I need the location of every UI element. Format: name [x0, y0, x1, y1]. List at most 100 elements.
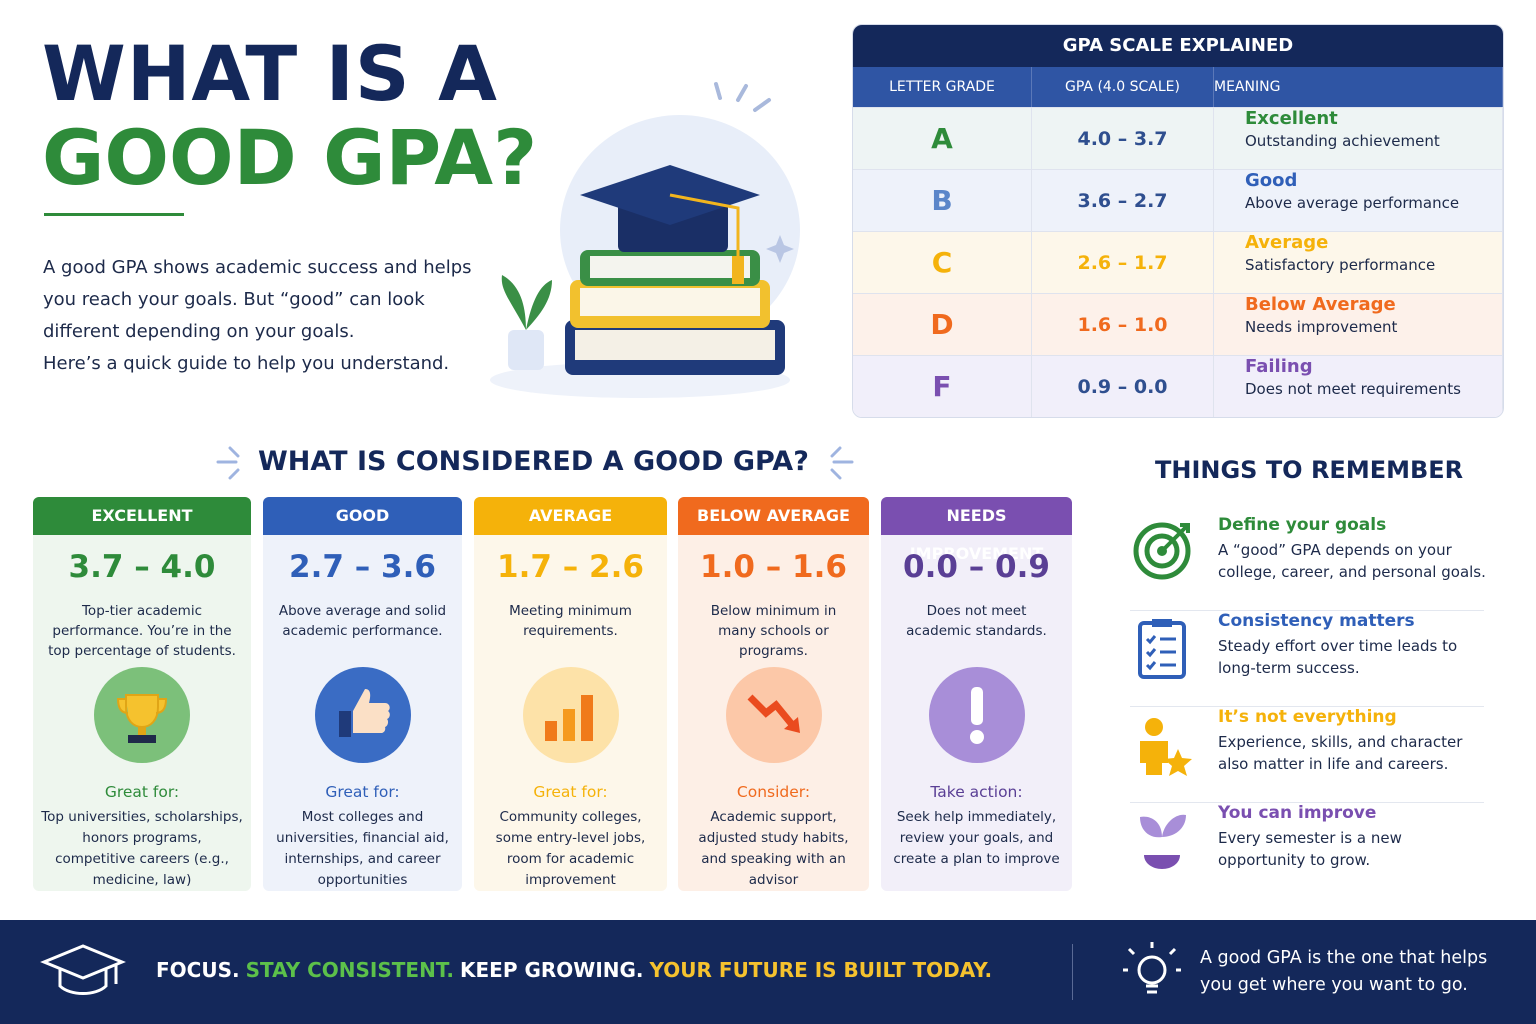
- card-details: Most colleges and universities, financia…: [276, 809, 449, 888]
- card-range: 1.0 – 1.6: [700, 549, 847, 585]
- remember-text: Steady effort over time leads to long-te…: [1218, 637, 1458, 677]
- card-description: Top-tier academic performance. You’re in…: [48, 603, 236, 659]
- card-label: GOOD: [263, 497, 462, 535]
- intro-line: Here’s a quick guide to help you underst…: [43, 353, 450, 374]
- intro: A good GPA shows academic success and he…: [43, 252, 472, 380]
- section-decoration: [216, 446, 854, 480]
- card-range: 3.7 – 4.0: [68, 549, 216, 585]
- card-icon: [94, 667, 190, 763]
- card-description: Meeting minimum requirements.: [509, 603, 632, 639]
- meaning-cell: Average Satisfactory performance: [1214, 232, 1503, 293]
- gpa-range: 3.6 – 2.7: [1032, 170, 1214, 231]
- divider: [44, 213, 184, 216]
- card-subheading: Great for:: [325, 783, 400, 801]
- remember-icon: [1138, 619, 1186, 679]
- card-details: Seek help immediately, review your goals…: [893, 809, 1060, 867]
- meaning-cell: Failing Does not meet requirements: [1214, 356, 1503, 417]
- meaning-cell: Below Average Needs improvement: [1214, 294, 1503, 355]
- intro-line: you reach your goals. But “good” can loo…: [43, 289, 425, 310]
- grade: C: [853, 232, 1032, 293]
- card-subheading: Consider:: [736, 783, 811, 801]
- card-subheading: Great for:: [533, 783, 608, 801]
- remember-text: Every semester is a new opportunity to g…: [1218, 829, 1402, 869]
- gpa-range: 0.9 – 0.0: [1032, 356, 1214, 417]
- table-row: A 4.0 – 3.7 Excellent Outstanding achieveme…: [853, 107, 1503, 169]
- card-range: 2.7 – 3.6: [289, 549, 436, 585]
- slogan: FOCUS. STAY CONSISTENT. KEEP GROWING. YOUR …: [156, 958, 998, 982]
- meaning-description: Outstanding achievement: [1245, 132, 1440, 150]
- footer: [0, 920, 1536, 1024]
- card-description: Above average and solid academic perform…: [278, 603, 447, 639]
- card-icon: [522, 667, 619, 763]
- gpa-range: 4.0 – 3.7: [1032, 108, 1214, 169]
- gpa-card: BELOW AVERAGE 1.0 – 1.6 Below minimum in m…: [678, 497, 869, 891]
- remember-title: You can improve: [1218, 803, 1377, 823]
- card-range: 1.7 – 2.6: [497, 549, 644, 585]
- footer-note: A good GPA is the one that helps you get…: [1200, 948, 1488, 995]
- remember-text: A “good” GPA depends on your college, ca…: [1218, 541, 1486, 581]
- meaning-cell: Excellent Outstanding achievement: [1214, 108, 1503, 169]
- grade: D: [853, 294, 1032, 355]
- gpa-card: GOOD 2.7 – 3.6 Above average and solid aca…: [263, 497, 462, 891]
- meaning-description: Does not meet requirements: [1245, 380, 1461, 398]
- meaning-description: Above average performance: [1245, 194, 1460, 212]
- footer-icon: [40, 944, 126, 995]
- slogan-part: STAY CONSISTENT.: [245, 958, 455, 982]
- table-row: C 2.6 – 1.7 Average Satisfactory performanc…: [853, 231, 1503, 293]
- remember-item: It’s not everything Experience, skills, a…: [1130, 707, 1484, 803]
- grade: A: [853, 108, 1032, 169]
- table-body: A 4.0 – 3.7 Excellent Outstanding achieveme…: [853, 107, 1503, 417]
- card-label: AVERAGE: [474, 497, 667, 535]
- remember-icon: [1133, 522, 1191, 580]
- footer-icon: [1123, 942, 1181, 994]
- remember-title: Consistency matters: [1218, 611, 1415, 631]
- slogan-part: FOCUS.: [156, 958, 240, 982]
- table-title: GPA SCALE EXPLAINED: [853, 25, 1503, 67]
- meaning-description: Needs improvement: [1245, 318, 1398, 336]
- card-subheading: Take action:: [930, 783, 1023, 801]
- title-line: WHAT IS A: [42, 29, 498, 118]
- column-header: LETTER GRADE: [853, 67, 1032, 107]
- card-label: BELOW AVERAGE: [678, 497, 869, 535]
- gpa-card: EXCELLENT 3.7 – 4.0 Top-tier academic perf…: [33, 497, 251, 891]
- remember-text: Experience, skills, and character also m…: [1218, 733, 1463, 773]
- table-row: B 3.6 – 2.7 Good Above average performance: [853, 169, 1503, 231]
- grade: B: [853, 170, 1032, 231]
- remember-title: Define your goals: [1218, 515, 1387, 535]
- card-description: Does not meet academic standards.: [906, 603, 1047, 639]
- meaning: Below Average: [1245, 294, 1396, 315]
- card-details: Community colleges, some entry-level job…: [495, 809, 646, 888]
- slogan-part: YOUR FUTURE IS BUILT TODAY.: [649, 958, 993, 982]
- section-title: THINGS TO REMEMBER: [1155, 456, 1464, 484]
- card-icon: [314, 667, 411, 763]
- column-header: GPA (4.0 SCALE): [1032, 67, 1214, 107]
- card-subheading: Great for:: [104, 783, 180, 801]
- card-details: Academic support, adjusted study habits,…: [698, 809, 849, 888]
- section-title: WHAT IS CONSIDERED A GOOD GPA?: [258, 446, 809, 477]
- meaning: Good: [1245, 170, 1298, 191]
- remember-item: Consistency matters Steady effort over ti…: [1130, 611, 1484, 707]
- gpa-range: 1.6 – 1.0: [1032, 294, 1214, 355]
- card-details: Top universities, scholarships, honors p…: [41, 809, 243, 888]
- card-description: Below minimum in many schools or program…: [710, 603, 837, 659]
- card-icon: [725, 667, 822, 763]
- gpa-range: 2.6 – 1.7: [1032, 232, 1214, 293]
- intro-line: A good GPA shows academic success and he…: [43, 257, 472, 278]
- remember-icon: [1140, 718, 1192, 776]
- card-label: NEEDS IMPROVEMENT: [881, 497, 1072, 563]
- illustration: [490, 82, 800, 398]
- meaning: Failing: [1245, 356, 1313, 377]
- grade: F: [853, 356, 1032, 417]
- table-header: LETTER GRADE GPA (4.0 SCALE) MEANING: [853, 67, 1503, 107]
- slogan-part: KEEP GROWING.: [460, 958, 644, 982]
- meaning-description: Satisfactory performance: [1245, 256, 1436, 274]
- remember-item: Define your goals A “good” GPA depends on…: [1130, 515, 1486, 611]
- remember-icon: [1140, 814, 1186, 869]
- intro-line: different depending on your goals.: [43, 321, 355, 342]
- gpa-scale-table: GPA SCALE EXPLAINED LETTER GRADE GPA (4.0…: [852, 24, 1504, 418]
- table-row: F 0.9 – 0.0 Failing Does not meet requireme…: [853, 355, 1503, 417]
- remember-title: It’s not everything: [1218, 707, 1397, 727]
- meaning: Excellent: [1245, 108, 1338, 129]
- card-label: EXCELLENT: [33, 497, 251, 535]
